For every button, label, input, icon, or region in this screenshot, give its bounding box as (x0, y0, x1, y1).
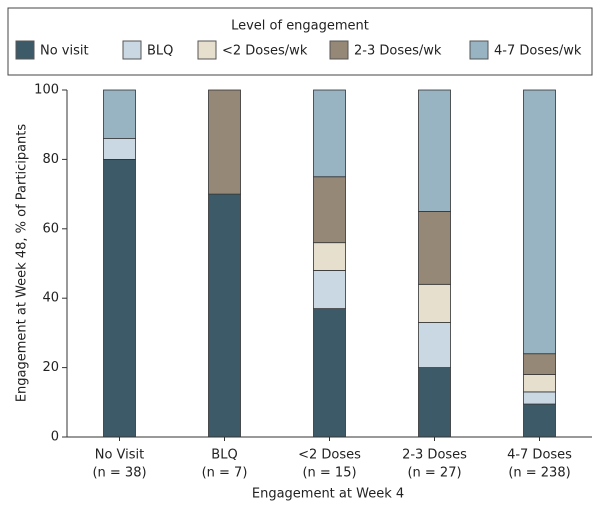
bar-segment (523, 89, 556, 355)
bar-segment (103, 138, 136, 160)
legend-title: Level of engagement (231, 19, 369, 34)
legend-label: <2 Doses/wk (222, 44, 308, 59)
legend-swatch (197, 40, 217, 60)
y-axis-label: Engagement at Week 48, % of Participants (15, 124, 30, 403)
bar-segment (418, 211, 451, 285)
x-tick-label: 2-3 Doses (402, 448, 467, 463)
bar-segment (313, 89, 346, 178)
legend-label: 2-3 Doses/wk (354, 44, 442, 59)
x-tick-label: (n = 38) (92, 466, 146, 481)
bar-segment (418, 283, 451, 323)
bar-segment (103, 158, 136, 438)
bar-segment (523, 353, 556, 375)
y-tick-label: 0 (51, 430, 59, 445)
legend-box (7, 7, 593, 76)
bar-segment (523, 374, 556, 393)
x-tick-label: No Visit (95, 448, 145, 463)
x-tick-label: <2 Doses (298, 448, 361, 463)
y-tick-label: 80 (42, 152, 59, 167)
bar-segment (523, 391, 556, 405)
legend-swatch (15, 40, 35, 60)
x-tick-label: (n = 7) (202, 466, 248, 481)
y-tick-label: 100 (34, 83, 59, 98)
bar-segment (208, 193, 241, 438)
legend-label: 4-7 Doses/wk (494, 44, 582, 59)
x-tick-label: BLQ (211, 448, 237, 463)
bar-segment (313, 308, 346, 438)
bar-segment (103, 89, 136, 139)
x-tick-label: (n = 27) (407, 466, 461, 481)
bar-segment (418, 322, 451, 368)
bar-segment (418, 89, 451, 212)
bar-segment (313, 176, 346, 244)
bar-segment (208, 89, 241, 195)
x-tick-label: 4-7 Doses (507, 448, 572, 463)
legend-swatch (469, 40, 489, 60)
legend-label: No visit (40, 44, 89, 59)
y-tick-label: 40 (42, 291, 59, 306)
x-tick-label: (n = 15) (302, 466, 356, 481)
legend-swatch (122, 40, 142, 60)
y-tick-label: 60 (42, 221, 59, 236)
x-axis-label: Engagement at Week 4 (252, 487, 404, 502)
bar-segment (523, 403, 556, 438)
bar-segment (313, 270, 346, 310)
x-tick-label: (n = 238) (508, 466, 570, 481)
y-tick-label: 20 (42, 360, 59, 375)
legend-swatch (329, 40, 349, 60)
bar-segment (418, 367, 451, 438)
legend-label: BLQ (147, 44, 173, 59)
bar-segment (313, 242, 346, 271)
